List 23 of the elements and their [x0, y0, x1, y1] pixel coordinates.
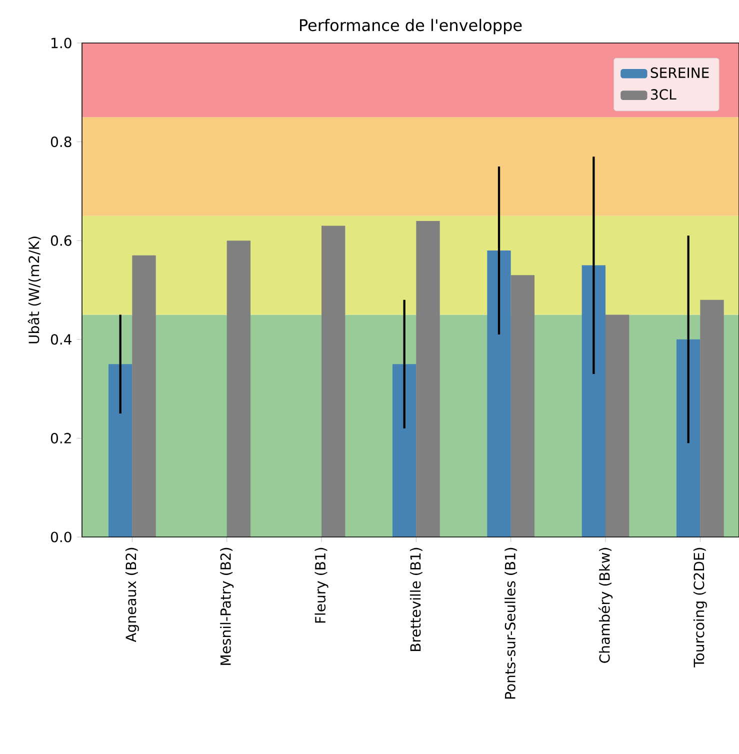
bar — [226, 240, 251, 537]
bar — [108, 364, 132, 537]
x-tick-label: Ponts-sur-Seulles (B1) — [504, 548, 518, 699]
y-tick-label: 0.0 — [50, 532, 72, 542]
y-tick-label: 0.8 — [50, 136, 72, 148]
bar — [510, 275, 535, 537]
y-axis-title: Ubât (W/(m2/K) — [28, 236, 41, 344]
x-tick-label: Mesnil-Patry (B2) — [220, 548, 234, 665]
legend-label: 3CL — [650, 89, 676, 100]
x-tick-label: Agneaux (B2) — [125, 548, 139, 642]
bar — [392, 364, 416, 537]
y-tick-label: 0.4 — [50, 334, 72, 345]
chart-title: Performance de l'enveloppe — [300, 18, 522, 34]
y-tick-label: 0.6 — [50, 235, 72, 246]
x-tick-label: Fleury (B1) — [314, 548, 328, 623]
y-tick-label: 1.0 — [52, 38, 72, 48]
bar — [487, 250, 511, 537]
x-tick-label: Chambéry (Bkw) — [598, 548, 613, 663]
y-tick-label: 0.2 — [50, 432, 71, 444]
legend-label: SEREINE — [650, 67, 709, 78]
x-tick-label: Bretteville (B1) — [410, 548, 422, 652]
bar — [582, 265, 606, 537]
x-tick-label: Tourcoing (C2DE) — [693, 548, 707, 668]
